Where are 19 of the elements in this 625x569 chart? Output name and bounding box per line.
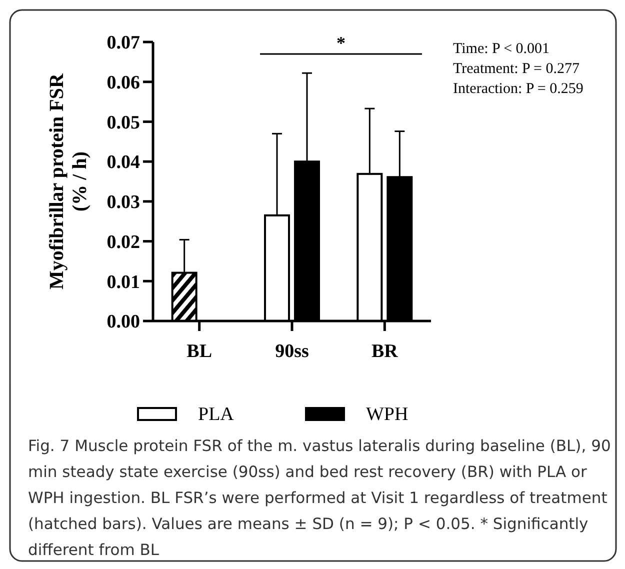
y-tick-label: 0.06 <box>106 72 140 94</box>
y-tick-label: 0.02 <box>106 232 140 253</box>
text: Treatment: P = 0.277 <box>453 61 580 77</box>
y-tick-label: 0.03 <box>106 192 140 214</box>
y-tick-label: 0.04 <box>106 152 140 174</box>
text: Interaction: P = 0.259 <box>453 81 584 97</box>
x-tick-label: 90ss <box>275 341 309 362</box>
legend-label: WPH <box>366 404 408 425</box>
y-tick-label: 0.01 <box>106 272 140 293</box>
y-tick-label: 0.07 <box>106 32 140 54</box>
legend-label: PLA <box>198 404 234 425</box>
annotation: * <box>336 33 346 53</box>
y-axis-title: Myofibrillar protein FSR (% / h) <box>46 72 91 290</box>
x-tick-label: BL <box>186 341 212 362</box>
y-tick-label: 0.00 <box>106 312 140 333</box>
caption: Fig. 7 Muscle protein FSR of the m. vastus lateralis during baseline (BL), 90 min steady state exercise (90ss) and bed rest recovery (BR) with PLA or WPH ingestion. BL FSR’s were performed at Visit 1 regardless of treatment (hatched bars). Values are means ± SD (n = 9); P < 0.05. * Significantly different from BL <box>28 436 612 561</box>
x-tick-label: BR <box>371 341 398 362</box>
text: Time: P < 0.001 <box>453 41 550 57</box>
y-tick-label: 0.05 <box>106 112 140 134</box>
